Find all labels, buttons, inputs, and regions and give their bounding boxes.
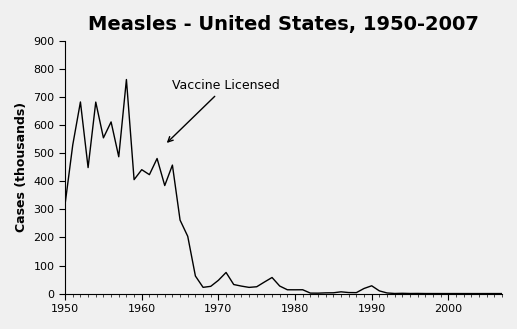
Title: Measles - United States, 1950-2007: Measles - United States, 1950-2007 [88, 15, 479, 34]
Text: Vaccine Licensed: Vaccine Licensed [168, 79, 280, 142]
Y-axis label: Cases (thousands): Cases (thousands) [15, 102, 28, 232]
